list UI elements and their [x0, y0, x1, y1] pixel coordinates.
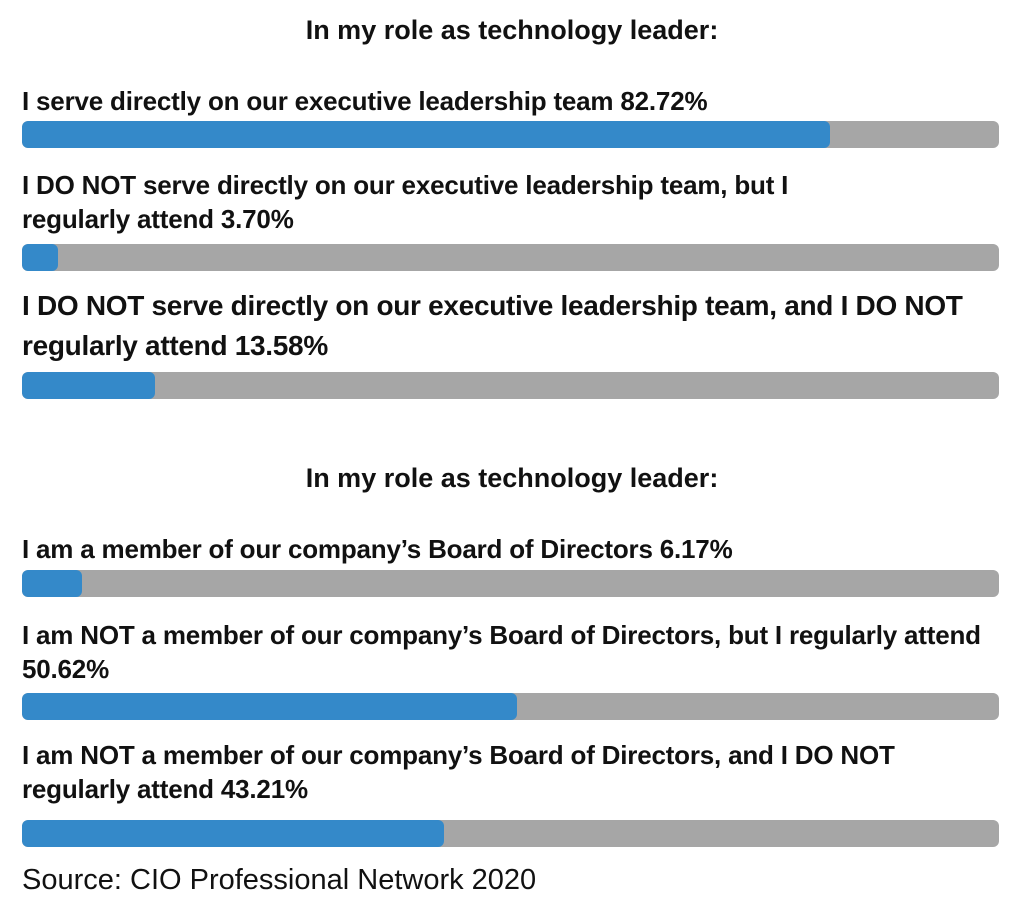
category-label: I serve directly on our executive leader…	[22, 86, 614, 116]
category-label: I am a member of our company’s Board of …	[22, 534, 653, 564]
bar-fill	[22, 244, 58, 271]
bar-item-2-3: I am NOT a member of our company’s Board…	[22, 738, 1007, 847]
bar-fill	[22, 693, 517, 720]
source-note: Source: CIO Professional Network 2020	[22, 864, 537, 896]
value-label: 43.21%	[220, 774, 308, 804]
value-label: 6.17%	[659, 534, 733, 564]
bar-track	[22, 244, 999, 271]
bar-label: I DO NOT serve directly on our executive…	[22, 286, 1007, 366]
bar-label: I am a member of our company’s Board of …	[22, 532, 1007, 566]
section-1-title: In my role as technology leader:	[305, 15, 719, 45]
value-label: 13.58%	[234, 330, 328, 361]
bar-item-2-2: I am NOT a member of our company’s Board…	[22, 618, 1007, 720]
category-label: I DO NOT serve directly on our executive…	[22, 170, 789, 234]
bar-fill	[22, 820, 444, 847]
bar-label: I DO NOT serve directly on our executive…	[22, 168, 822, 236]
value-label: 82.72%	[620, 86, 708, 116]
bar-track	[22, 121, 999, 148]
section-2-title: In my role as technology leader:	[305, 463, 719, 493]
bar-track	[22, 570, 999, 597]
bar-fill	[22, 121, 830, 148]
bar-track	[22, 372, 999, 399]
bar-track	[22, 820, 999, 847]
bar-item-1-1: I serve directly on our executive leader…	[22, 84, 1007, 148]
bar-item-1-3: I DO NOT serve directly on our executive…	[22, 286, 1007, 399]
bar-label: I serve directly on our executive leader…	[22, 84, 1007, 118]
bar-track	[22, 693, 999, 720]
bar-item-1-2: I DO NOT serve directly on our executive…	[22, 168, 1007, 271]
bar-item-2-1: I am a member of our company’s Board of …	[22, 532, 1007, 597]
category-label: I DO NOT serve directly on our executive…	[22, 290, 963, 361]
bar-label: I am NOT a member of our company’s Board…	[22, 738, 1007, 806]
bar-fill	[22, 570, 82, 597]
category-label: I am NOT a member of our company’s Board…	[22, 740, 895, 804]
bar-label: I am NOT a member of our company’s Board…	[22, 618, 1007, 686]
value-label: 3.70%	[220, 204, 294, 234]
value-label: 50.62%	[22, 654, 109, 684]
category-label: I am NOT a member of our company’s Board…	[22, 620, 981, 650]
bar-fill	[22, 372, 155, 399]
